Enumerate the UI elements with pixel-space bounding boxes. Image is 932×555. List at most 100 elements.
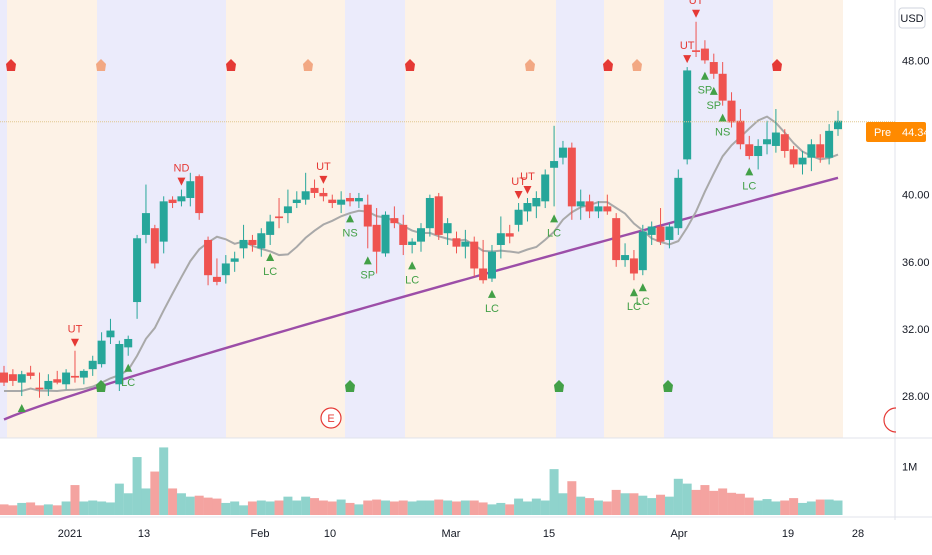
signal-label: LC — [627, 301, 641, 313]
candle-body — [204, 239, 213, 276]
signal-label: UT — [316, 161, 331, 173]
candle-body — [283, 206, 292, 214]
candle-body — [692, 50, 701, 52]
session-band — [773, 0, 843, 438]
top-marker — [405, 59, 415, 71]
volume-bar — [522, 501, 532, 515]
price-tick-label: 28.00 — [902, 391, 930, 403]
grid-lines — [0, 0, 932, 520]
volume-bar — [691, 489, 701, 515]
price-tag-label: Pre — [874, 127, 891, 139]
volume-bar — [354, 504, 364, 515]
volume-bar — [327, 501, 337, 515]
price-tick-label: 48.00 — [902, 55, 930, 67]
volume-bar — [61, 501, 71, 515]
candle-body — [665, 226, 674, 240]
volume-bar — [735, 493, 745, 515]
session-band — [0, 0, 7, 438]
volume-bar — [17, 502, 27, 515]
volume-bar — [558, 493, 568, 515]
volume-bar — [381, 500, 391, 515]
volume-bar — [806, 501, 816, 515]
candle-body — [44, 380, 53, 390]
candle-body — [789, 149, 798, 165]
candle-body — [70, 375, 79, 378]
signal-triangle-up — [700, 71, 709, 80]
volume-bar — [230, 501, 240, 515]
candle-body — [479, 268, 488, 281]
candle-body — [115, 344, 124, 385]
offscreen-earnings-marker[interactable] — [883, 407, 897, 433]
candle-body — [647, 226, 656, 235]
candle-body — [656, 226, 665, 242]
volume-bar — [283, 496, 293, 515]
volume-bar — [0, 504, 9, 515]
candle-body — [514, 209, 523, 225]
volume-bar — [43, 504, 53, 515]
volume-bar — [673, 478, 683, 515]
signal-label: UT — [520, 171, 535, 183]
volume-bar — [514, 498, 524, 515]
time-tick-label: 13 — [138, 528, 150, 540]
signal-label: SP — [706, 100, 721, 112]
signal-triangle-down — [514, 191, 523, 200]
candle-body — [88, 360, 97, 370]
volume-bar — [363, 500, 373, 515]
candle-body — [700, 48, 709, 61]
candle-body — [834, 120, 842, 130]
candle-body — [558, 147, 567, 158]
volume-bar — [88, 500, 98, 515]
signal-label: LC — [742, 180, 756, 192]
volume-bar — [221, 502, 231, 515]
volume-bar — [460, 500, 470, 515]
volume-bar — [310, 498, 320, 515]
top-marker — [6, 59, 16, 71]
candle-body — [763, 139, 772, 145]
currency-button[interactable]: USD — [898, 7, 926, 29]
volume-bar — [416, 500, 426, 515]
volume-bar — [664, 496, 674, 515]
candle-body — [816, 144, 825, 158]
volume-bar — [602, 501, 612, 515]
signal-triangle-up — [487, 289, 496, 298]
volume-bar — [114, 483, 124, 515]
ma-slow-line — [3, 176, 839, 421]
candle-body — [594, 206, 603, 212]
candle-body — [266, 221, 275, 235]
candle-body — [470, 241, 479, 269]
bottom-marker — [663, 380, 673, 392]
volume-bar — [185, 496, 195, 515]
volume-bar — [203, 497, 213, 515]
signal-triangle-up — [17, 404, 26, 413]
candle-body — [461, 241, 470, 247]
candle-body — [0, 372, 8, 383]
candlesticks — [0, 21, 842, 398]
candle-body — [825, 130, 834, 158]
volume-bar — [833, 500, 843, 515]
volume-bar — [762, 499, 772, 515]
candle-body — [248, 239, 257, 245]
candle-body — [425, 197, 434, 229]
price-tag-value: 44.34 — [902, 127, 930, 139]
top-marker — [226, 59, 236, 71]
earnings-marker[interactable]: E — [320, 407, 342, 429]
candle-body — [408, 241, 417, 245]
currency-label: USD — [900, 13, 923, 25]
volume-bar — [815, 499, 825, 515]
candle-body — [319, 192, 328, 197]
candle-body — [718, 73, 727, 101]
candle-body — [35, 387, 44, 390]
time-tick-label: Mar — [442, 528, 461, 540]
signal-label: UT — [68, 324, 83, 336]
signal-triangle-down — [319, 175, 328, 184]
signal-triangle-up — [124, 363, 133, 372]
volume-bar — [256, 500, 266, 515]
candle-body — [683, 70, 692, 160]
volume-bar — [398, 500, 408, 515]
volume-bar — [443, 500, 453, 515]
candle-body — [780, 134, 789, 151]
candle-body — [310, 187, 319, 193]
signal-label: UT — [689, 0, 704, 7]
volume-bar — [407, 501, 417, 515]
